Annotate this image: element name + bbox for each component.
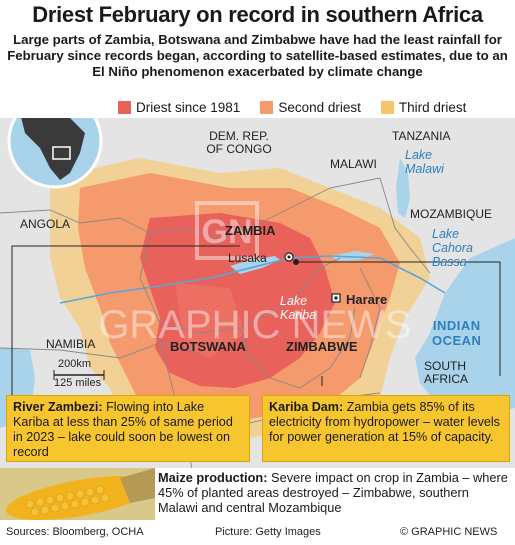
watermark-text: GRAPHIC NEWS xyxy=(98,303,411,347)
label-mozambique: MOZAMBIQUE xyxy=(410,207,493,221)
zambezi-text: Flowing into Lake Kariba at less than 25… xyxy=(13,400,233,459)
legend-label-second: Second driest xyxy=(278,100,361,115)
legend-item-driest: Driest since 1981 xyxy=(118,100,240,115)
scale-bar xyxy=(53,370,105,380)
label-lake-kariba: Lake Kariba xyxy=(280,294,317,322)
maize-section xyxy=(0,468,515,520)
kariba-box: Kariba Dam: Zambia gets 85% of its elect… xyxy=(262,395,510,462)
label-tanzania: TANZANIA xyxy=(392,129,451,143)
label-lake-cahora-bassa: Lake Cahora Bassa xyxy=(432,227,473,269)
label-namibia: NAMIBIA xyxy=(46,337,96,351)
page-title: Driest February on record in southern Af… xyxy=(32,2,483,27)
maize-text-block: Maize production: Severe impact on crop … xyxy=(158,470,510,515)
label-indian-ocean: INDIAN OCEAN xyxy=(432,318,482,348)
kariba-text: Zambia gets 85% of its electricity from … xyxy=(269,400,500,444)
maize-text: Severe impact on crop in Zambia – where … xyxy=(158,470,508,515)
locator-globe xyxy=(7,118,103,189)
callout-lines xyxy=(11,245,501,398)
label-lusaka: Lusaka xyxy=(228,251,267,265)
label-lake-malawi: Lake Malawi xyxy=(405,148,444,176)
zambezi-river xyxy=(59,255,446,304)
footer-picture: Picture: Getty Images xyxy=(215,526,321,538)
legend-label-third: Third driest xyxy=(398,100,467,115)
gn-logo-watermark: GN xyxy=(195,201,259,260)
page-subtitle: Large parts of Zambia, Botswana and Zimb… xyxy=(7,32,508,79)
label-zambia: ZAMBIA xyxy=(225,223,276,238)
zambezi-title: River Zambezi: xyxy=(13,400,103,414)
label-malawi: MALAWI xyxy=(330,157,377,171)
label-zimbabwe: ZIMBABWE xyxy=(286,339,358,354)
legend-swatch-third xyxy=(380,101,394,114)
svg-text:GN: GN xyxy=(202,213,253,251)
map-svg: GN GRAPHIC NEWS xyxy=(0,118,515,518)
maize-title: Maize production: xyxy=(158,470,268,485)
zambezi-box: River Zambezi: Flowing into Lake Kariba … xyxy=(6,395,250,462)
label-angola: ANGOLA xyxy=(20,217,71,231)
lake-malawi-shape xyxy=(396,158,410,218)
map: GN GRAPHIC NEWS xyxy=(0,118,515,518)
footer-credit: © GRAPHIC NEWS xyxy=(400,526,498,538)
maize-photo xyxy=(0,468,155,520)
indian-ocean-area xyxy=(415,238,515,418)
lake-cahora-bassa-shape xyxy=(330,251,375,261)
label-drc: DEM. REP. OF CONGO xyxy=(206,129,272,156)
label-harare: Harare xyxy=(346,292,388,307)
legend: Driest since 1981 Second driest Third dr… xyxy=(118,100,466,115)
scale-km: 200km xyxy=(58,358,92,370)
legend-item-second: Second driest xyxy=(260,100,361,115)
label-botswana: BOTSWANA xyxy=(170,339,246,354)
lusaka-marker xyxy=(284,252,294,262)
legend-item-third: Third driest xyxy=(380,100,467,115)
label-south-africa: SOUTH AFRICA xyxy=(424,359,469,386)
footer-sources: Sources: Bloomberg, OCHA xyxy=(6,526,144,538)
scale-miles: 125 miles xyxy=(54,377,102,389)
harare-marker xyxy=(331,293,341,303)
kariba-title: Kariba Dam: xyxy=(269,400,344,414)
legend-swatch-driest xyxy=(118,101,131,114)
driest-region-inner xyxy=(175,283,245,358)
legend-label-driest: Driest since 1981 xyxy=(136,100,241,115)
legend-swatch-second xyxy=(260,101,274,114)
locator-box xyxy=(52,146,71,160)
